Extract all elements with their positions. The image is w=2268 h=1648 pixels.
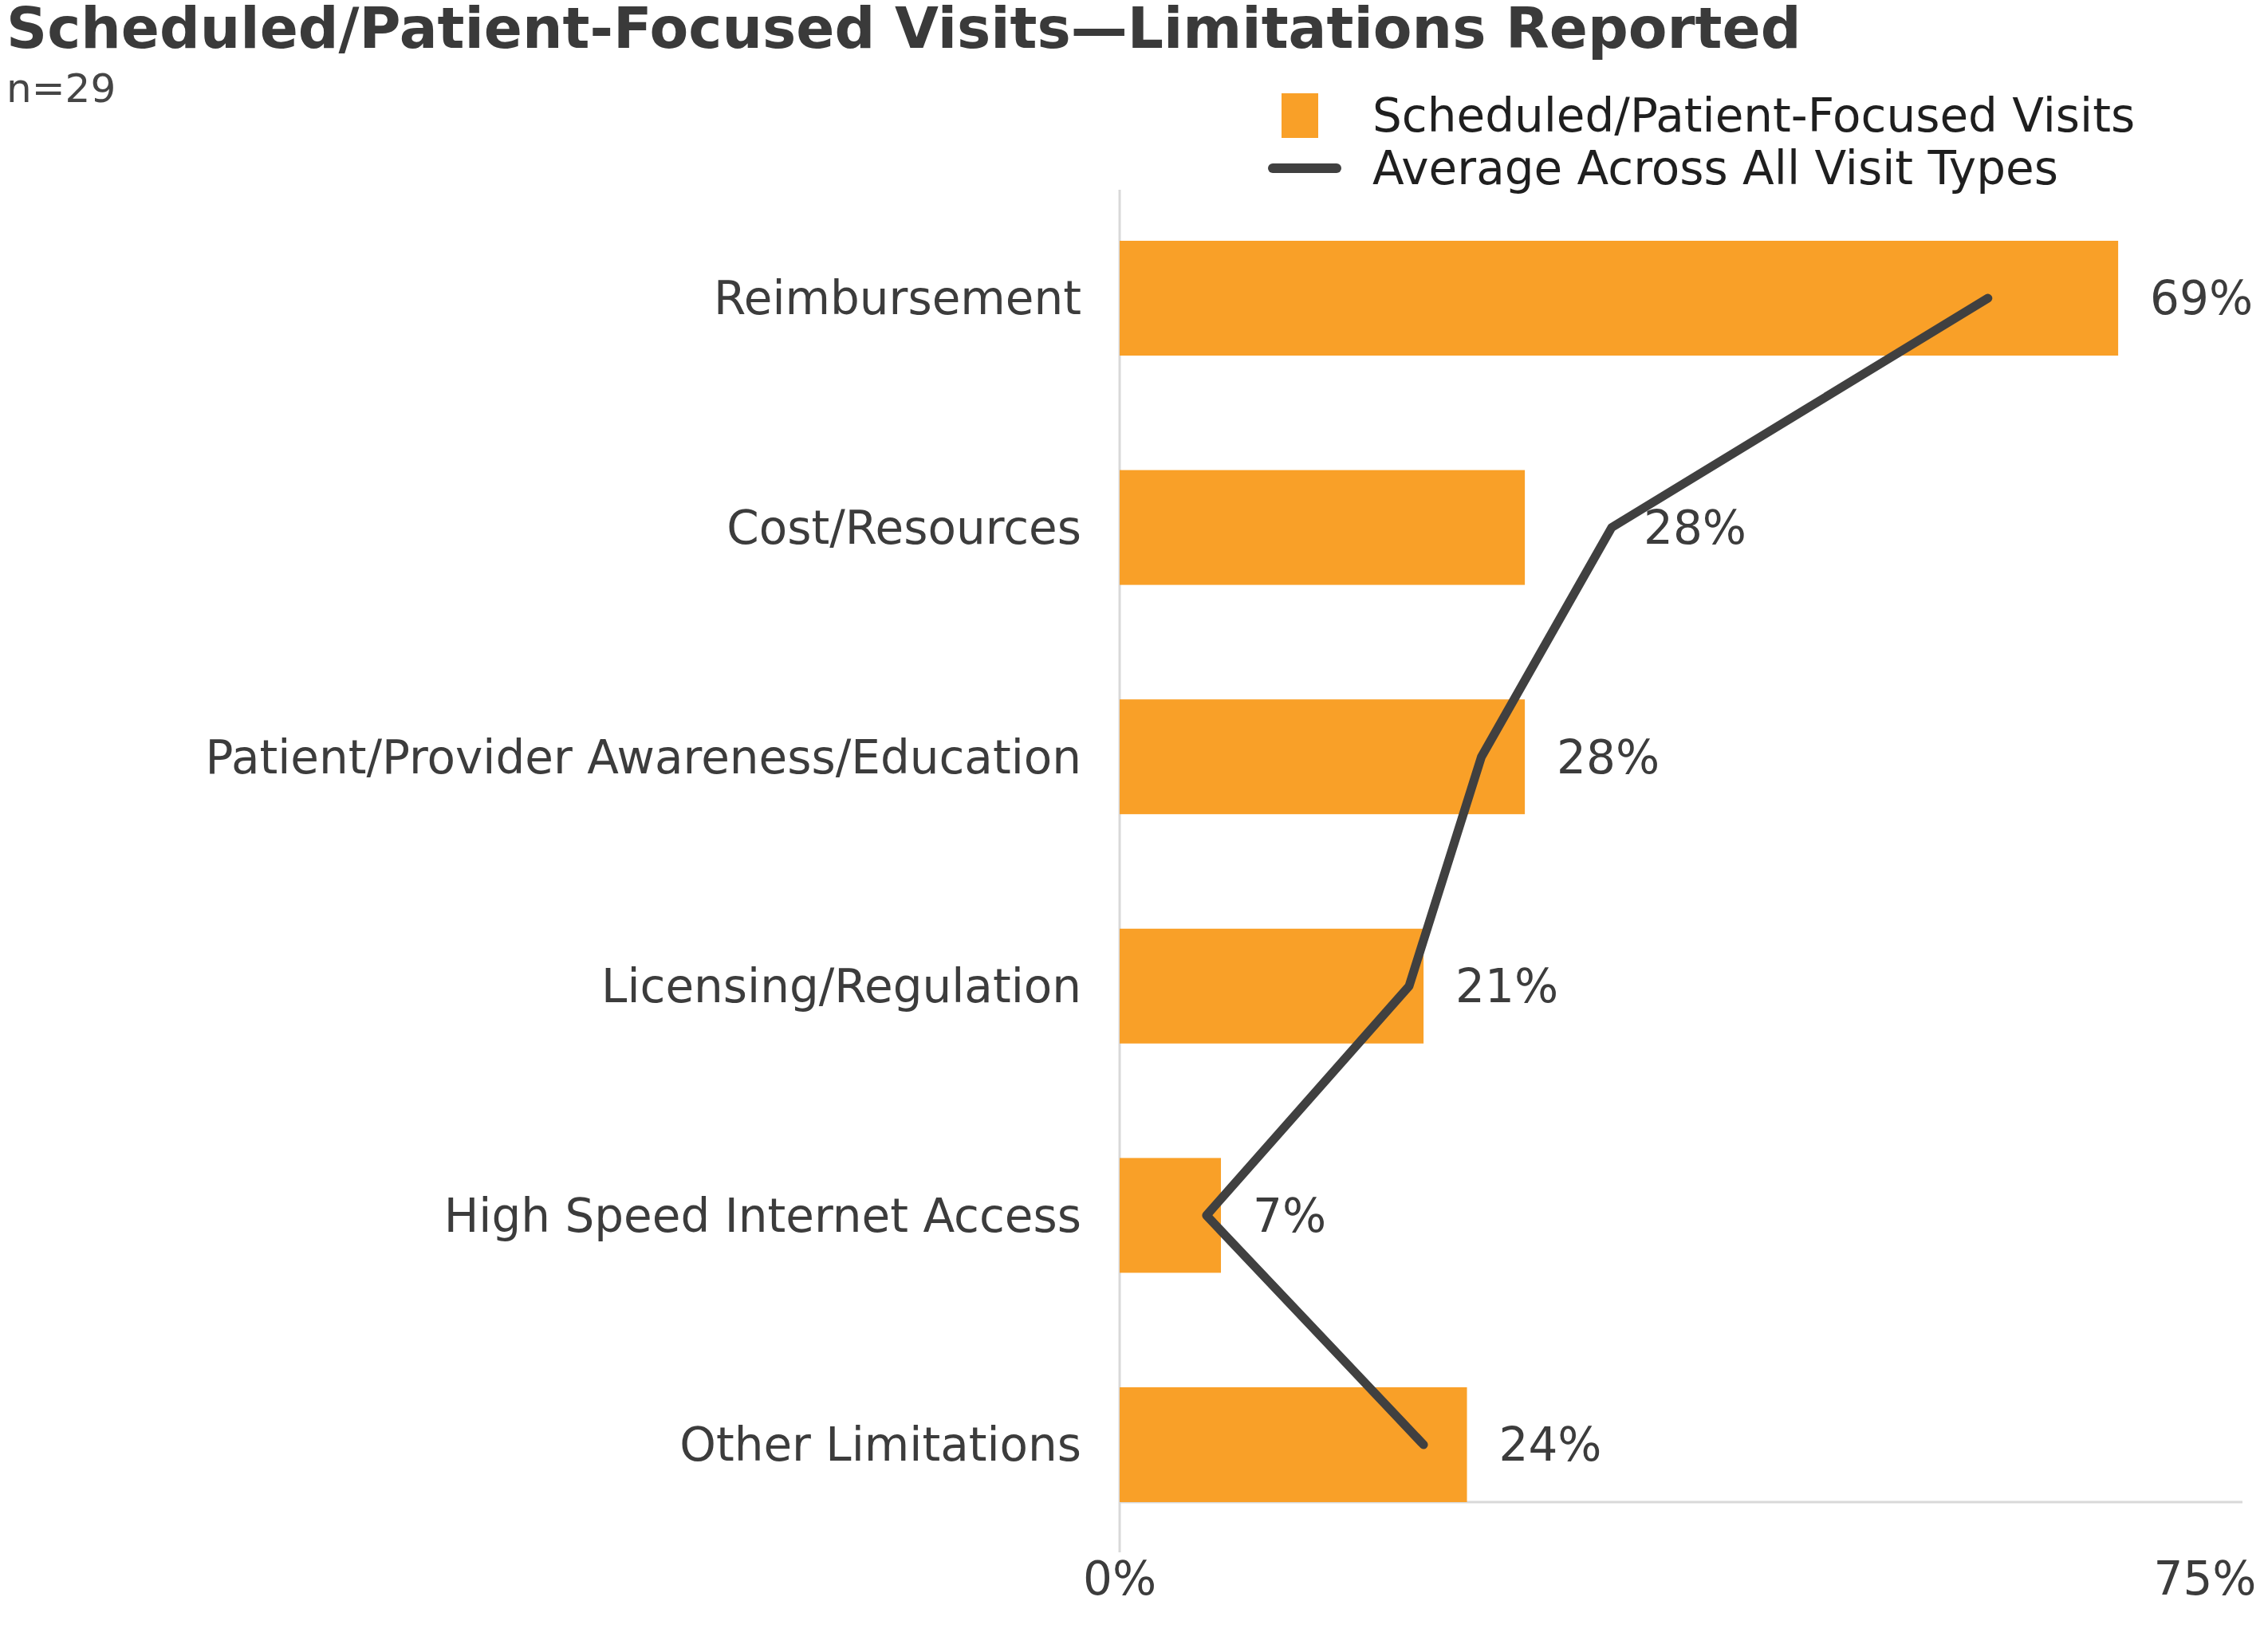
bar-reimbursement (1120, 241, 2118, 356)
value-label-high-speed-internet-access: 7% (1253, 1189, 1326, 1243)
value-label-cost-resources: 28% (1644, 501, 1746, 555)
x-tick-max: 75% (2154, 1552, 2257, 1606)
category-label-licensing-regulation: Licensing/Regulation (601, 959, 1081, 1013)
category-label-reimbursement: Reimbursement (714, 271, 1081, 325)
bar-other-limitations (1120, 1387, 1467, 1502)
category-label-high-speed-internet-access: High Speed Internet Access (444, 1189, 1081, 1243)
category-label-other-limitations: Other Limitations (679, 1418, 1081, 1472)
value-label-reimbursement: 69% (2150, 271, 2253, 325)
chart-svg: Reimbursement Cost/Resources Patient/Provi… (0, 0, 2268, 1648)
bar-patient-provider-awareness-education (1120, 699, 1525, 814)
value-label-patient-provider-awareness-education: 28% (1557, 730, 1660, 785)
bar-cost-resources (1120, 470, 1525, 585)
value-label-other-limitations: 24% (1499, 1418, 1602, 1472)
value-label-licensing-regulation: 21% (1455, 959, 1558, 1013)
category-label-cost-resources: Cost/Resources (726, 501, 1081, 555)
category-label-patient-provider-awareness-education: Patient/Provider Awareness/Education (206, 730, 1081, 785)
x-tick-min: 0% (1083, 1552, 1156, 1606)
